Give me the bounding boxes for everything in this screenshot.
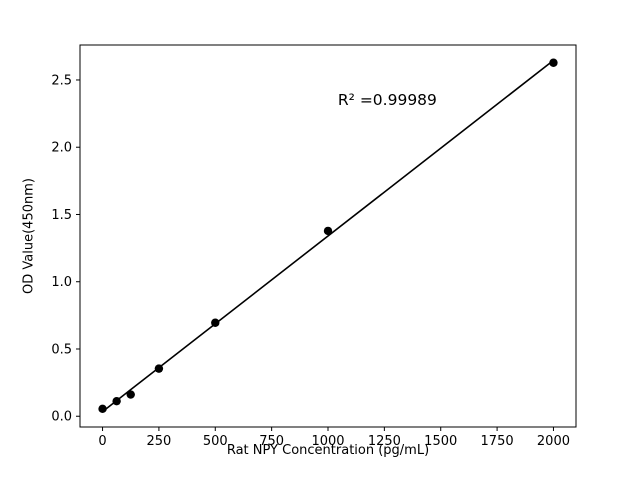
x-tick-label: 1250 <box>368 434 401 449</box>
y-tick-label: 0.0 <box>51 410 72 425</box>
data-point <box>211 318 220 327</box>
x-tick-label: 750 <box>259 434 284 449</box>
x-tick-label: 250 <box>146 434 171 449</box>
r-squared-annotation: R² =0.99989 <box>337 91 437 110</box>
y-tick-label: 1.0 <box>51 275 72 290</box>
x-axis-label: Rat NPY Concentration (pg/mL) <box>226 443 430 458</box>
x-tick-label: 1000 <box>311 434 344 449</box>
data-point <box>154 364 164 373</box>
x-tick-label: 0 <box>98 434 106 449</box>
data-point <box>112 396 121 406</box>
y-axis-label: OD Value(450nm) <box>21 178 37 294</box>
data-point <box>549 58 558 67</box>
x-tick-label: 2000 <box>537 434 570 449</box>
fit-line <box>102 59 554 413</box>
x-tick-label: 1750 <box>481 434 514 449</box>
x-tick-label: 1500 <box>424 434 457 449</box>
y-tick-label: 2.5 <box>51 73 72 88</box>
data-point <box>323 226 333 236</box>
data-point <box>126 390 135 399</box>
y-tick-label: 0.5 <box>51 342 72 357</box>
y-tick-label: 1.5 <box>51 208 72 223</box>
y-tick-label: 2.0 <box>51 141 72 156</box>
data-point <box>98 404 107 414</box>
x-tick-label: 500 <box>203 434 228 449</box>
